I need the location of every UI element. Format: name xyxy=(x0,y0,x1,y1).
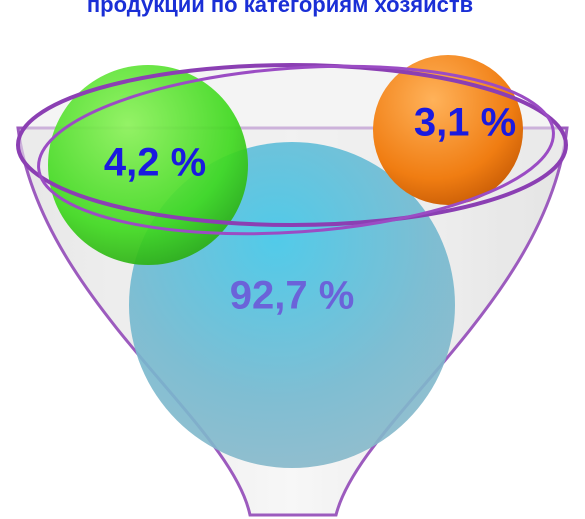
label-blue: 92,7 % xyxy=(230,274,355,318)
circle-orange xyxy=(373,55,523,205)
label-green: 4,2 % xyxy=(104,141,206,185)
funnel-rim xyxy=(16,63,568,227)
funnel-rim-inner xyxy=(37,64,555,236)
title: продукции по категориям хозяйств xyxy=(87,0,473,17)
label-orange: 3,1 % xyxy=(414,101,516,145)
